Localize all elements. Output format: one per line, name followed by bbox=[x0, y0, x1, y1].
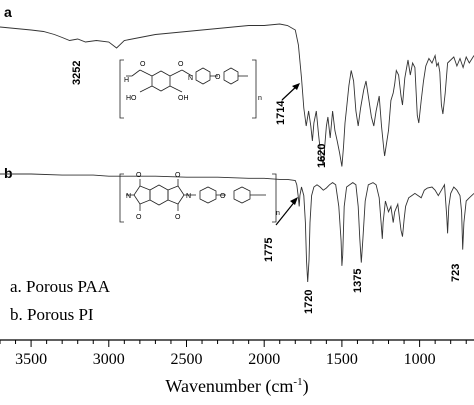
series-layer bbox=[0, 23, 474, 283]
structure-pi-oxygen-top-right: O bbox=[175, 172, 181, 179]
structure-paa-hydrogen: H bbox=[124, 77, 129, 84]
x-tick-label: 2500 bbox=[170, 351, 202, 368]
peak-label-1720: 1720 bbox=[303, 290, 315, 314]
peak-label-3252: 3252 bbox=[71, 61, 83, 85]
peak-label-1775: 1775 bbox=[263, 238, 275, 262]
structure-pi-oxygen-top-left: O bbox=[136, 172, 142, 179]
peak-arrow-1775 bbox=[275, 199, 297, 226]
structure-pi-nitrogen-left: N bbox=[126, 193, 131, 200]
structure-paa-hydroxyl-left: HO bbox=[126, 95, 137, 102]
structure-paa-oxygen-top-right: O bbox=[178, 61, 184, 68]
structure-paa-oxygen-top-left: O bbox=[140, 61, 146, 68]
structure-pi-nitrogen-right: N bbox=[186, 193, 191, 200]
structure-pi-oxygen-bottom-left: O bbox=[136, 214, 142, 221]
structure-pi-imide-left bbox=[133, 185, 151, 205]
structure-paa bbox=[119, 59, 257, 119]
peak-label-1375: 1375 bbox=[352, 269, 364, 293]
peak-label-1714: 1714 bbox=[275, 100, 287, 125]
structure-pi-imide-right bbox=[167, 185, 185, 205]
structure-pi-repeat-n: n bbox=[276, 210, 280, 217]
panel-label-a: a bbox=[4, 4, 12, 20]
structure-paa-bracket-right bbox=[252, 59, 257, 119]
structure-pi-ether-oxygen: O bbox=[220, 193, 226, 200]
structure-paa-repeat-n: n bbox=[258, 95, 262, 102]
x-tick-label: 3000 bbox=[93, 351, 125, 368]
x-tick-label: 1000 bbox=[404, 351, 436, 368]
legend-entry-pi: b. Porous PI bbox=[10, 305, 94, 324]
structure-pi bbox=[119, 173, 277, 223]
x-axis-title: Wavenumber (cm-1) bbox=[165, 376, 308, 397]
spectrum-line-b bbox=[0, 173, 474, 283]
structure-paa-bond bbox=[139, 85, 153, 93]
structure-paa-bond bbox=[169, 69, 183, 77]
x-axis-title-close: ) bbox=[303, 376, 309, 397]
peak-arrowhead-1775 bbox=[290, 197, 298, 205]
panel-label-b: b bbox=[4, 165, 13, 181]
structure-pi-ring-phenyl-1 bbox=[199, 186, 217, 204]
structure-pi-oxygen-bottom-right: O bbox=[175, 214, 181, 221]
structure-paa-bond bbox=[181, 69, 193, 77]
structure-pi-ring-phenyl-2 bbox=[233, 186, 251, 204]
structure-paa-ring-central bbox=[151, 70, 171, 92]
structure-paa-bond bbox=[169, 85, 183, 93]
x-axis-title-main: Wavenumber (cm bbox=[165, 376, 293, 397]
spectrum-line-a bbox=[0, 23, 474, 167]
structure-paa-bond bbox=[131, 69, 141, 77]
structure-paa-bracket-left bbox=[119, 59, 124, 119]
structure-paa-ring-phenyl-2 bbox=[223, 67, 239, 85]
structure-paa-bond bbox=[139, 69, 153, 77]
peak-arrowhead-1714 bbox=[292, 83, 300, 90]
x-tick-label: 1500 bbox=[326, 351, 358, 368]
x-tick-label: 2000 bbox=[248, 351, 280, 368]
structure-pi-bracket-left bbox=[119, 173, 124, 223]
structure-pi-bracket-right bbox=[272, 173, 277, 223]
legend-entry-paa: a. Porous PAA bbox=[10, 277, 111, 296]
structure-paa-hydroxyl-right: OH bbox=[178, 95, 189, 102]
peak-label-1620: 1620 bbox=[316, 144, 328, 168]
structure-paa-ether-oxygen: O bbox=[215, 74, 221, 81]
x-axis-title-superscript: -1 bbox=[293, 376, 302, 388]
structure-pi-ring-central bbox=[149, 184, 169, 206]
peak-label-723: 723 bbox=[450, 264, 462, 282]
structure-paa-nitrogen: N bbox=[188, 75, 193, 82]
x-tick-label: 3500 bbox=[15, 351, 47, 368]
x-axis-ticks: 3500 3000 2500 2000 1500 1000 bbox=[0, 340, 467, 368]
structure-paa-ring-phenyl-1 bbox=[195, 67, 211, 85]
